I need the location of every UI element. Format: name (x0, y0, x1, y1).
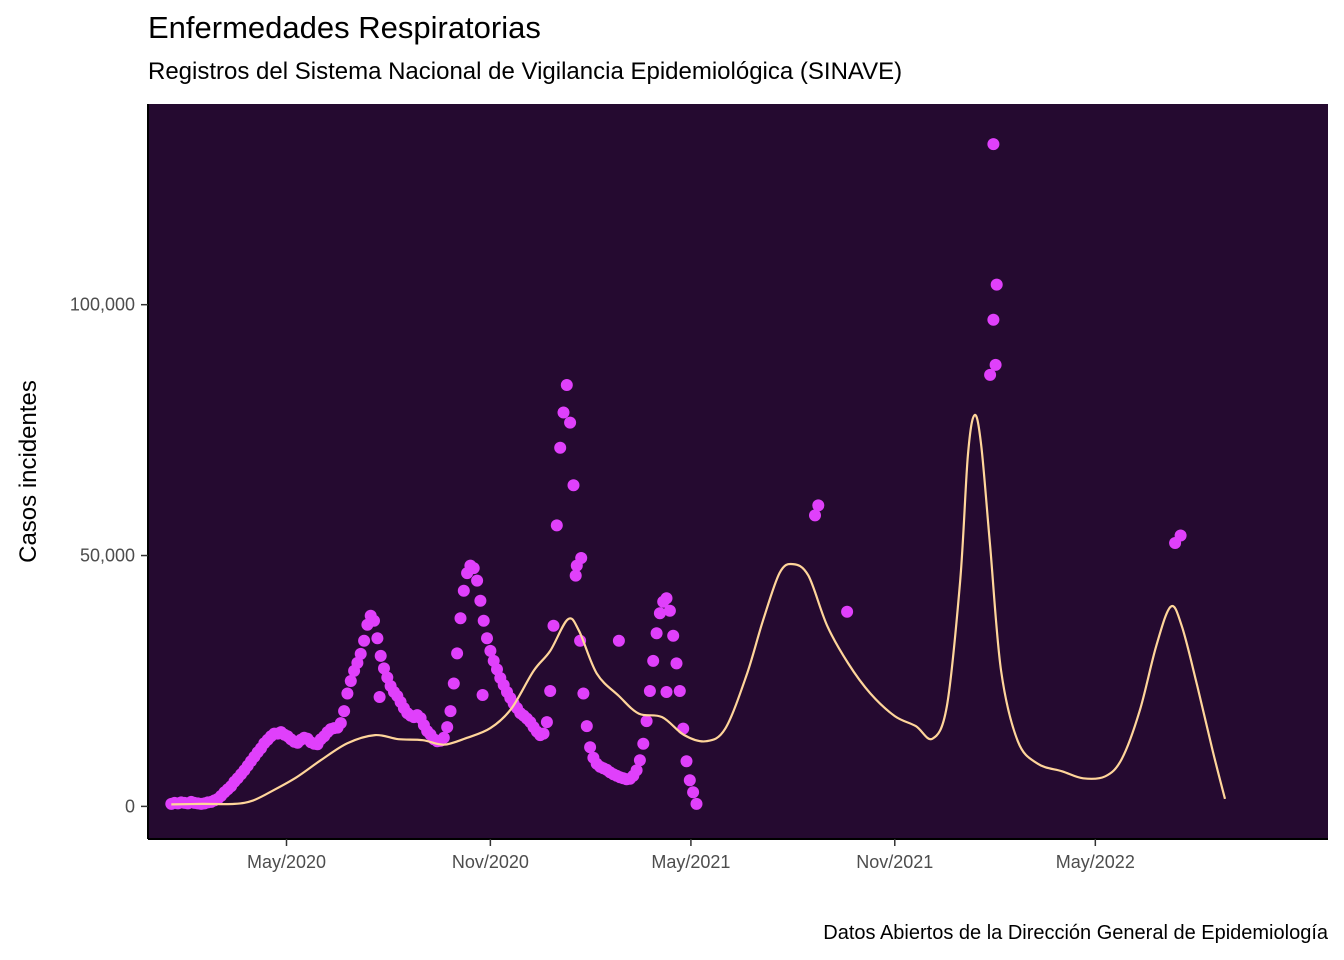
data-point-outlier (812, 499, 825, 512)
data-point (437, 731, 450, 744)
data-point (454, 612, 467, 625)
chart-subtitle: Registros del Sistema Nacional de Vigila… (148, 58, 903, 85)
x-tick-label: Nov/2021 (856, 852, 933, 872)
data-point (467, 562, 480, 575)
data-point-outlier (984, 368, 997, 381)
data-point (447, 677, 460, 690)
data-point (584, 741, 597, 754)
data-point (338, 705, 351, 718)
data-point-outlier (373, 691, 386, 703)
data-point (471, 574, 484, 587)
data-point (673, 685, 686, 697)
data-point-outlier (660, 686, 673, 698)
data-point (580, 720, 593, 733)
x-tick-label: May/2021 (651, 852, 730, 872)
data-point-outlier (1169, 537, 1182, 549)
data-point (653, 607, 666, 620)
data-point (354, 647, 367, 660)
y-axis-title: Casos incidentes (15, 380, 42, 563)
data-point (451, 647, 464, 660)
data-point (683, 774, 696, 787)
data-point (660, 592, 673, 605)
data-point-outlier (990, 278, 1003, 291)
data-point (484, 644, 497, 657)
data-point-outlier (569, 569, 582, 582)
data-point (371, 632, 384, 645)
data-point (477, 614, 490, 627)
data-point (670, 657, 683, 670)
data-point-outlier (987, 313, 1000, 326)
data-point (441, 721, 454, 734)
data-point (643, 685, 656, 697)
data-point (444, 705, 457, 718)
data-point (680, 755, 693, 768)
data-point (358, 634, 371, 647)
data-point (690, 797, 703, 810)
data-point (540, 716, 553, 729)
data-point (647, 654, 660, 667)
x-axis-ticks: May/2020 Nov/2020 May/2021 Nov/2021 May/2022 (247, 839, 1135, 872)
data-point (344, 675, 357, 687)
data-point (368, 614, 380, 627)
x-tick-label: May/2022 (1056, 852, 1135, 872)
chart-title: Enfermedades Respiratorias (148, 10, 541, 45)
data-point (560, 379, 573, 391)
data-point (663, 604, 676, 617)
data-point (481, 632, 493, 645)
data-point (687, 786, 700, 799)
data-point (567, 479, 580, 492)
chart-caption: Datos Abiertos de la Dirección General d… (823, 922, 1328, 944)
y-tick-label: 0 (125, 796, 135, 816)
data-point (351, 656, 364, 669)
data-point (557, 406, 570, 419)
data-point-outlier (987, 138, 1000, 151)
smooth-line (171, 413, 1227, 806)
data-point (547, 619, 560, 632)
data-point (630, 764, 643, 777)
data-point-outlier (612, 634, 625, 647)
data-point (640, 715, 653, 728)
data-point (334, 717, 347, 730)
data-point (633, 754, 646, 767)
data-point (637, 737, 650, 750)
data-point-outlier (476, 689, 489, 701)
data-point (577, 687, 590, 700)
data-point (550, 519, 563, 532)
data-point (544, 685, 557, 697)
data-point-outlier (575, 552, 588, 564)
x-tick-label: Nov/2020 (452, 852, 529, 872)
data-point (677, 722, 690, 735)
x-tick-label: May/2020 (247, 852, 326, 872)
data-point (537, 727, 550, 740)
data-point (554, 441, 567, 454)
data-point (374, 649, 387, 662)
data-point (474, 594, 487, 607)
data-point-outlier (989, 358, 1002, 371)
data-point (341, 687, 354, 700)
data-point-outlier (809, 509, 821, 522)
data-point (457, 584, 470, 597)
data-point (650, 627, 663, 640)
data-point (378, 662, 390, 675)
data-point (667, 629, 680, 642)
data-point-outlier (841, 605, 854, 618)
y-axis-ticks: 0 50,000 100,000 (70, 295, 148, 816)
data-point (564, 416, 577, 429)
y-tick-label: 50,000 (80, 546, 135, 566)
y-tick-label: 100,000 (70, 295, 135, 315)
